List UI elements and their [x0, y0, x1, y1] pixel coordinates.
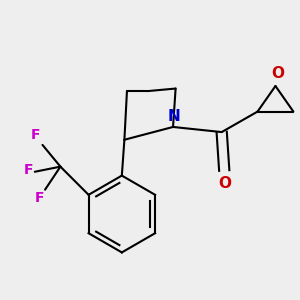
Text: F: F [30, 128, 40, 142]
Text: N: N [168, 110, 181, 124]
Text: O: O [218, 176, 231, 190]
Text: F: F [34, 191, 44, 205]
Text: O: O [272, 66, 284, 81]
Text: F: F [24, 164, 34, 178]
